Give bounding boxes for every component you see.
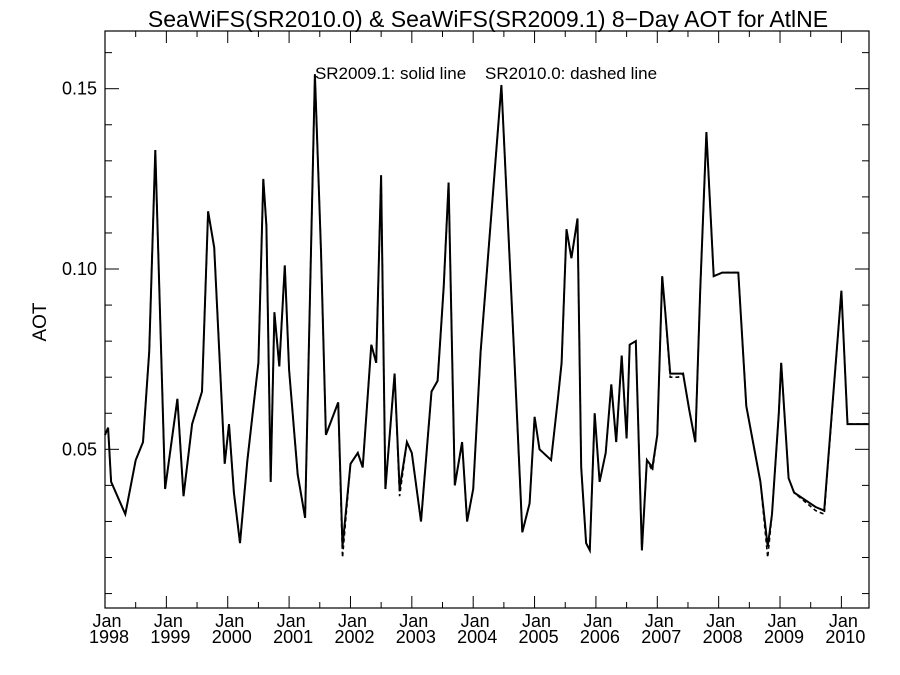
x-tick-month-label: Jan: [522, 611, 551, 631]
x-tick-month-label: Jan: [92, 611, 121, 631]
x-tick-month-label: Jan: [277, 611, 306, 631]
series-lines: [104, 74, 869, 558]
x-tick-month-label: Jan: [583, 611, 612, 631]
series-line-sr2010-0: [104, 74, 869, 558]
x-tick-year-label: 2008: [703, 627, 743, 647]
axis-tick-labels: 0.050.100.15Jan1998Jan1999Jan2000Jan2001…: [62, 79, 865, 647]
y-tick-label: 0.15: [62, 79, 97, 99]
plot-frame: [104, 30, 870, 609]
y-tick-label: 0.05: [62, 439, 97, 459]
x-tick-year-label: 2001: [273, 627, 313, 647]
chart-title: SeaWiFS(SR2010.0) & SeaWiFS(SR2009.1) 8−…: [148, 6, 828, 32]
x-tick-month-label: Jan: [645, 611, 674, 631]
x-tick-year-label: 2003: [396, 627, 436, 647]
series-line-sr2009-1: [104, 74, 869, 555]
x-tick-month-label: Jan: [768, 611, 797, 631]
x-tick-month-label: Jan: [829, 611, 858, 631]
x-tick-month-label: Jan: [338, 611, 367, 631]
x-tick-year-label: 2010: [825, 627, 865, 647]
x-tick-month-label: Jan: [461, 611, 490, 631]
x-tick-year-label: 2006: [580, 627, 620, 647]
x-tick-year-label: 1999: [150, 627, 190, 647]
y-axis-label: AOT: [30, 302, 51, 341]
line-style-annotation: SR2009.1: solid line SR2010.0: dashed li…: [315, 64, 657, 83]
x-tick-month-label: Jan: [215, 611, 244, 631]
x-tick-year-label: 2002: [334, 627, 374, 647]
y-tick-label: 0.10: [62, 259, 97, 279]
x-tick-year-label: 1998: [89, 627, 129, 647]
x-tick-year-label: 2005: [519, 627, 559, 647]
x-tick-year-label: 2004: [457, 627, 497, 647]
x-tick-month-label: Jan: [154, 611, 183, 631]
x-tick-month-label: Jan: [706, 611, 735, 631]
axis-ticks: [104, 31, 869, 608]
x-tick-year-label: 2009: [764, 627, 804, 647]
x-tick-month-label: Jan: [399, 611, 428, 631]
x-tick-year-label: 2007: [641, 627, 681, 647]
x-tick-year-label: 2000: [212, 627, 252, 647]
